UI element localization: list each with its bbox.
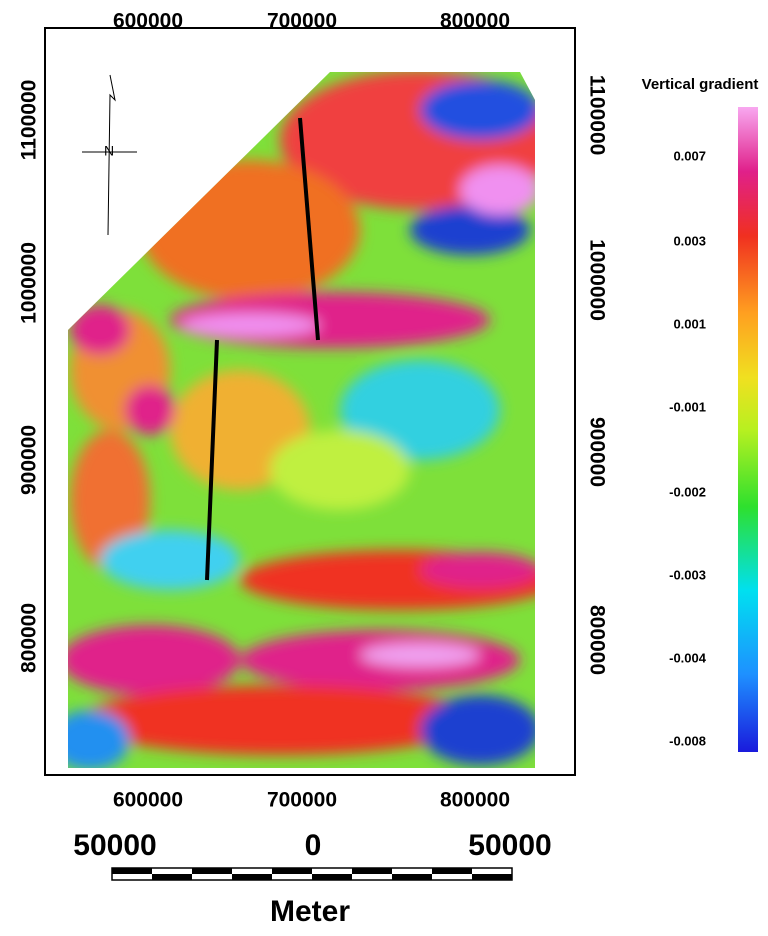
scale-unit: Meter: [270, 895, 350, 928]
scale-check: [472, 874, 512, 880]
legend-label: -0.004: [669, 650, 707, 665]
scale-check: [152, 874, 192, 880]
scale-check: [112, 868, 152, 874]
legend-title: Vertical gradient: [642, 76, 759, 93]
bottom-tick-label: 600000: [113, 789, 183, 812]
legend-label: 0.001: [673, 316, 706, 331]
right-tick-label: 800000: [585, 605, 608, 675]
scale-label: 0: [305, 829, 322, 862]
bottom-tick-label: 700000: [267, 789, 337, 812]
right-tick-label: 900000: [585, 417, 608, 487]
legend-label: -0.003: [669, 567, 706, 582]
scale-check: [392, 874, 432, 880]
map-figure: N Vertical gradient Meter 600000 700000 80…: [0, 0, 768, 936]
top-tick-label: 800000: [440, 10, 510, 33]
north-label: N: [104, 143, 114, 159]
scale-check: [312, 874, 352, 880]
bottom-tick-label: 800000: [440, 789, 510, 812]
scale-check: [192, 868, 232, 874]
left-tick-label: 800000: [18, 603, 41, 673]
top-tick-label: 600000: [113, 10, 183, 33]
top-tick-label: 700000: [267, 10, 337, 33]
legend-label: -0.008: [669, 733, 706, 748]
scale-label: 50000: [73, 829, 156, 862]
scale-check: [232, 874, 272, 880]
left-tick-label: 1100000: [18, 80, 41, 161]
legend-label: -0.001: [669, 399, 706, 414]
left-tick-label: 900000: [18, 425, 41, 495]
scale-check: [272, 868, 312, 874]
colorbar: [738, 107, 758, 752]
scale-label: 50000: [468, 829, 551, 862]
left-tick-label: 1000000: [18, 242, 41, 324]
legend-label: 0.003: [673, 233, 706, 248]
scale-check: [432, 868, 472, 874]
scale-check: [352, 868, 392, 874]
legend-label: 0.007: [673, 148, 706, 163]
right-tick-label: 1000000: [585, 239, 608, 321]
right-tick-label: 1100000: [585, 75, 608, 156]
legend-label: -0.002: [669, 484, 706, 499]
